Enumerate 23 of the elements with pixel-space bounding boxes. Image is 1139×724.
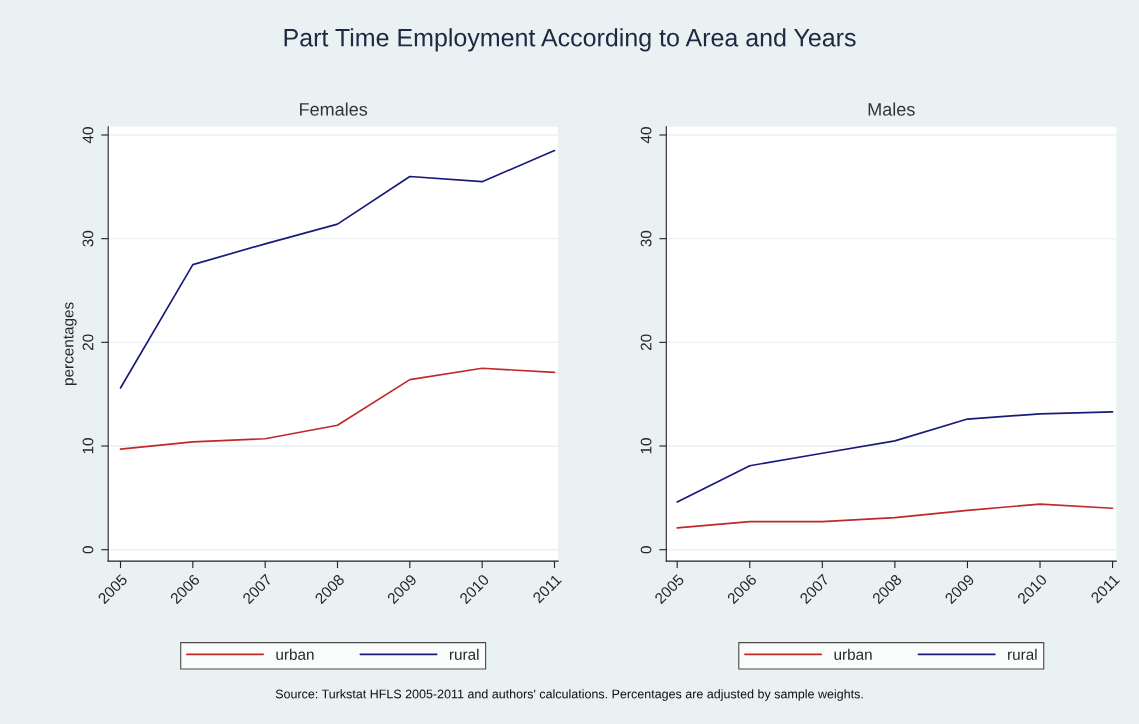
y-tick-label: 30 xyxy=(82,230,94,247)
y-tick-label: 40 xyxy=(640,127,652,144)
y-tick-label: 0 xyxy=(82,546,94,554)
chart-title: Part Time Employment According to Area and Years xyxy=(284,28,856,52)
chart-subtitle: Females xyxy=(300,102,368,116)
line-series xyxy=(119,367,556,450)
y-axis-title: percentages xyxy=(63,302,77,385)
y-tick-label: 20 xyxy=(82,334,94,351)
legend-label: urban xyxy=(834,648,872,660)
line-series xyxy=(676,503,1114,529)
y-tick-label: 30 xyxy=(640,230,652,247)
source-note: Source: Turkstat HFLS 2005-2011 and authors' calculations. Percentages are adjusted by sample weights. xyxy=(275,689,863,701)
y-tick-label: 20 xyxy=(640,334,652,351)
y-tick-label: 10 xyxy=(82,438,94,454)
y-tick-label: 40 xyxy=(82,127,94,144)
chart-subtitle: Males xyxy=(868,102,915,116)
line-series xyxy=(119,149,556,389)
line-series xyxy=(676,410,1114,503)
legend-label: rural xyxy=(1008,648,1037,660)
y-tick-label: 10 xyxy=(640,438,652,454)
legend-label: urban xyxy=(276,648,314,660)
y-tick-label: 0 xyxy=(640,546,652,554)
legend-label: rural xyxy=(449,648,479,660)
